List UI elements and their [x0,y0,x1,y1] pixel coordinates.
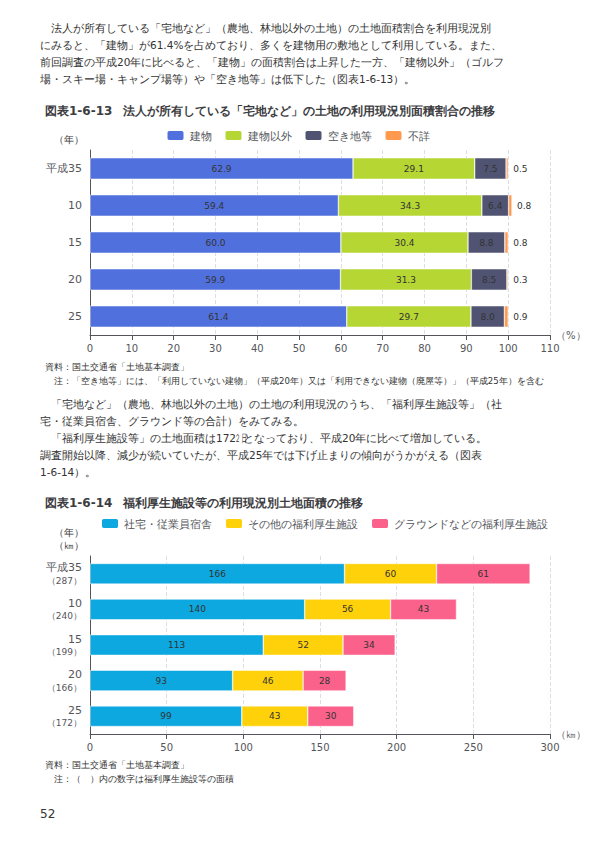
svg-text:30: 30 [325,711,337,721]
svg-text:宅・従業員宿舎、グラウンド等の合計）をみてみる。: 宅・従業員宿舎、グラウンド等の合計）をみてみる。 [40,415,304,427]
svg-text:300: 300 [540,742,559,753]
svg-text:資料：国土交通省「土地基本調査」: 資料：国土交通省「土地基本調査」 [45,760,189,770]
svg-text:調査開始以降、減少が続いていたが、平成25年では下げ止まりの: 調査開始以降、減少が続いていたが、平成25年では下げ止まりの傾向がうかがえる（図… [40,449,482,462]
svg-text:（240）: （240） [47,611,82,621]
svg-text:34: 34 [363,640,375,650]
svg-text:（172）: （172） [47,718,82,728]
svg-text:0.8: 0.8 [513,238,528,248]
svg-text:30.4: 30.4 [394,238,414,248]
svg-text:注：（ ）内の数字は福利厚生施設等の面積: 注：（ ）内の数字は福利厚生施設等の面積 [45,774,234,784]
svg-text:110: 110 [540,343,559,354]
svg-text:15: 15 [68,236,82,249]
svg-text:113: 113 [168,640,185,650]
svg-text:（%）: （%） [556,330,586,341]
svg-text:空き地等: 空き地等 [328,130,372,142]
svg-text:不詳: 不詳 [408,130,430,142]
svg-text:図表1-6-13: 図表1-6-13 [45,104,112,118]
svg-text:法人が所有している「宅地など」の土地の利用現況別面積割合の推: 法人が所有している「宅地など」の土地の利用現況別面積割合の推移 [122,104,495,118]
svg-text:70: 70 [376,343,389,354]
svg-text:（166）: （166） [47,683,82,693]
svg-text:資料：国土交通省「土地基本調査」: 資料：国土交通省「土地基本調査」 [45,362,189,372]
svg-text:29.7: 29.7 [399,312,419,322]
svg-text:0: 0 [87,343,93,354]
svg-text:60: 60 [335,343,348,354]
svg-text:140: 140 [189,604,206,614]
svg-text:56: 56 [342,604,354,614]
svg-text:8.0: 8.0 [481,312,496,322]
svg-text:1-6-14）。: 1-6-14）。 [40,466,96,478]
svg-text:25: 25 [68,310,82,323]
svg-text:法人が所有している「宅地など」（農地、林地以外の土地）の土地: 法人が所有している「宅地など」（農地、林地以外の土地）の土地面積割合を利用現況別 [40,22,491,34]
svg-text:46: 46 [262,676,274,686]
svg-text:150: 150 [310,742,329,753]
svg-text:0.3: 0.3 [513,275,527,285]
svg-text:61: 61 [478,569,489,579]
svg-text:（㎞）: （㎞） [54,540,84,551]
svg-text:「福利厚生施設等」の土地面積は172㏡となっており、平成20: 「福利厚生施設等」の土地面積は172㏡となっており、平成20年に比べて増加してい… [40,432,487,444]
svg-text:（年）: （年） [54,527,84,538]
svg-text:80: 80 [418,343,431,354]
svg-text:グラウンドなどの福利厚生施設: グラウンドなどの福利厚生施設 [394,518,548,530]
svg-text:10: 10 [125,343,138,354]
svg-text:59.9: 59.9 [205,275,225,285]
svg-text:99: 99 [160,711,172,721]
svg-text:50: 50 [160,742,173,753]
svg-text:100: 100 [234,742,253,753]
svg-text:28: 28 [319,676,331,686]
svg-text:90: 90 [460,343,473,354]
svg-text:「宅地など」（農地、林地以外の土地）の土地の利用現況のうち、: 「宅地など」（農地、林地以外の土地）の土地の利用現況のうち、「福利厚生施設等」（… [40,398,502,411]
svg-text:34.3: 34.3 [400,201,420,211]
svg-text:59.4: 59.4 [204,201,224,211]
svg-text:建物: 建物 [189,130,212,142]
svg-text:29.1: 29.1 [404,164,424,174]
svg-text:43: 43 [269,711,280,721]
svg-text:60: 60 [385,569,397,579]
svg-text:前回調査の平成20年に比べると、「建物」の面積割合は上昇した: 前回調査の平成20年に比べると、「建物」の面積割合は上昇した一方、「建物以外」（… [40,56,504,68]
svg-text:0.9: 0.9 [513,312,528,322]
svg-text:31.3: 31.3 [396,275,416,285]
svg-text:20: 20 [167,343,180,354]
svg-text:50: 50 [293,343,306,354]
svg-text:社宅・従業員宿舎: 社宅・従業員宿舎 [124,518,212,530]
svg-text:（㎞）: （㎞） [556,729,586,740]
svg-text:30: 30 [209,343,222,354]
svg-text:200: 200 [387,742,406,753]
svg-text:注：「空き地等」には、「利用していない建物」（平成20年）又: 注：「空き地等」には、「利用していない建物」（平成20年）又は「利用できない建物… [45,376,544,386]
svg-text:52: 52 [297,640,308,650]
svg-text:52: 52 [40,807,55,821]
svg-text:20: 20 [68,668,82,681]
svg-text:93: 93 [156,676,167,686]
svg-text:10: 10 [68,199,82,212]
svg-text:福利厚生施設等の利用現況別土地面積の推移: 福利厚生施設等の利用現況別土地面積の推移 [122,496,363,510]
svg-text:61.4: 61.4 [208,312,228,322]
svg-text:にみると、「建物」が61.4%を占めており、多くを建物用の敷: にみると、「建物」が61.4%を占めており、多くを建物用の敷地として利用している… [40,39,502,51]
svg-text:43: 43 [418,604,429,614]
svg-text:20: 20 [68,273,82,286]
svg-text:平成35: 平成35 [46,561,82,574]
svg-text:166: 166 [209,569,226,579]
svg-text:62.9: 62.9 [211,164,231,174]
svg-text:6.4: 6.4 [488,201,503,211]
svg-text:10: 10 [68,597,82,610]
svg-text:場・スキー場・キャンプ場等）や「空き地等」は低下した（図表1: 場・スキー場・キャンプ場等）や「空き地等」は低下した（図表1-6-13）。 [39,73,415,85]
svg-text:100: 100 [499,343,518,354]
svg-text:（287）: （287） [47,576,82,586]
svg-text:8.8: 8.8 [479,238,494,248]
svg-text:（199）: （199） [47,647,82,657]
svg-text:8.5: 8.5 [482,275,496,285]
svg-text:（年）: （年） [54,134,84,145]
svg-text:7.5: 7.5 [483,164,497,174]
svg-text:15: 15 [68,633,82,646]
svg-text:40: 40 [251,343,264,354]
svg-text:60.0: 60.0 [205,238,225,248]
svg-text:0.8: 0.8 [517,201,532,211]
svg-text:図表1-6-14: 図表1-6-14 [45,496,112,510]
svg-text:250: 250 [464,742,483,753]
svg-text:0: 0 [87,742,93,753]
svg-text:その他の福利厚生施設: その他の福利厚生施設 [248,518,358,530]
svg-text:建物以外: 建物以外 [247,130,292,142]
svg-text:25: 25 [68,704,82,717]
svg-text:平成35: 平成35 [46,162,82,175]
svg-text:0.5: 0.5 [513,164,527,174]
